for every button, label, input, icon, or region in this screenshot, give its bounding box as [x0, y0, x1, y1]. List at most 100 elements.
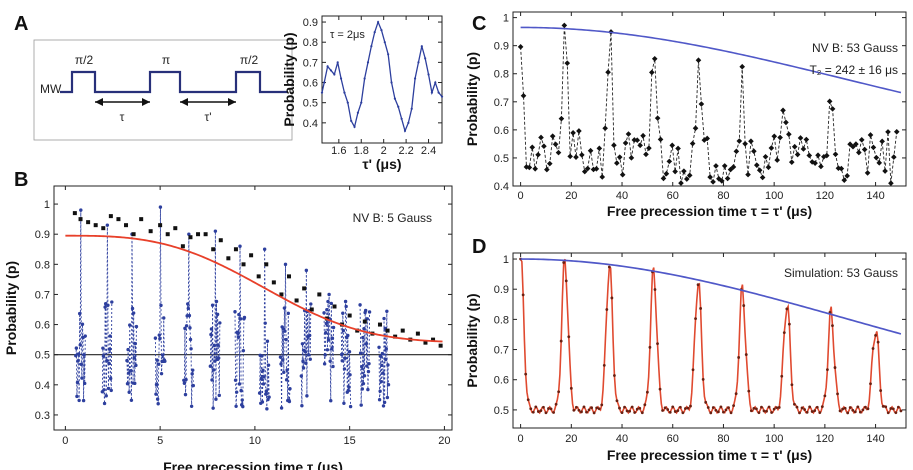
simulation-point — [843, 406, 847, 410]
simulation-point — [866, 407, 870, 411]
inset-annotation: τ = 2μs — [330, 29, 365, 41]
y-tick-label: 0.8 — [35, 259, 50, 271]
oscillation-point — [157, 333, 161, 337]
oscillation-point — [102, 401, 107, 406]
y-tick-label: 0.7 — [303, 57, 318, 69]
simulation-point — [648, 345, 652, 349]
simulation-point — [668, 410, 672, 414]
data-point — [838, 165, 845, 172]
oscillation-point — [133, 381, 137, 386]
y-tick-label: 0.5 — [494, 405, 509, 417]
oscillation-point — [384, 347, 388, 351]
data-point — [544, 166, 550, 173]
simulation-point — [567, 335, 571, 339]
envelope-point — [101, 226, 106, 231]
oscillation-point — [240, 398, 244, 402]
oscillation-point — [238, 244, 242, 248]
oscillation-point — [380, 363, 384, 368]
envelope-curve — [520, 258, 902, 335]
data-point — [864, 170, 871, 176]
oscillation-point — [78, 343, 82, 347]
envelope-point — [93, 223, 98, 228]
simulation-point — [656, 342, 659, 346]
data-point — [727, 166, 734, 173]
oscillation-point — [358, 351, 363, 355]
oscillation-point — [262, 247, 267, 251]
oscillation-point — [265, 407, 269, 411]
oscillation-point — [159, 371, 164, 376]
oscillation-point — [239, 388, 243, 393]
oscillation-point — [101, 346, 105, 350]
simulation-point — [574, 405, 578, 409]
oscillation-point — [217, 356, 221, 360]
simulation-point — [823, 394, 827, 398]
envelope-point — [294, 298, 299, 303]
simulation-point — [724, 408, 728, 412]
pulse-label-1: π/2 — [75, 53, 94, 67]
oscillation-point — [217, 393, 221, 398]
envelope-point — [317, 292, 322, 297]
simulation-point — [757, 411, 761, 415]
simulation-point — [841, 407, 845, 411]
simulation-point — [699, 307, 703, 310]
oscillation-point — [359, 403, 363, 407]
oscillation-point — [326, 299, 330, 304]
data-point — [695, 57, 702, 64]
oscillation-point — [127, 390, 131, 394]
simulation-point — [856, 405, 860, 409]
simulation-point — [645, 390, 649, 394]
data-point — [686, 172, 693, 179]
inset-point — [397, 105, 400, 108]
panel-letter-d: D — [472, 236, 486, 258]
oscillation-burst — [280, 264, 291, 409]
data-point — [532, 165, 538, 172]
oscillation-point — [361, 335, 365, 340]
panel-b-annotation: NV B: 5 Gauss — [353, 211, 432, 225]
data-point — [602, 125, 608, 132]
data-point — [748, 138, 754, 145]
oscillation-point — [304, 361, 308, 365]
simulation-point — [831, 324, 834, 328]
oscillation-point — [326, 338, 331, 342]
inset-point — [400, 117, 403, 120]
data-point — [520, 92, 527, 99]
oscillation-point — [75, 380, 80, 385]
data-point — [599, 174, 606, 180]
oscillation-point — [385, 395, 390, 400]
mw-channel-label: MW — [40, 82, 62, 96]
data-point — [777, 134, 783, 141]
data-point — [786, 131, 792, 138]
oscillation-point — [183, 392, 188, 397]
oscillation-point — [343, 299, 348, 304]
oscillation-point — [153, 336, 158, 340]
oscillation-point — [216, 343, 220, 347]
envelope-point — [431, 337, 436, 342]
simulation-point — [861, 408, 865, 412]
data-point — [783, 119, 789, 126]
simulation-point — [694, 317, 697, 321]
y-tick-label: 0.4 — [303, 118, 318, 130]
y-axis-label: Probability (p) — [464, 52, 480, 146]
oscillation-point — [327, 292, 331, 297]
simulation-point — [676, 409, 680, 412]
oscillation-point — [328, 359, 332, 363]
data-point — [579, 152, 585, 158]
simulation-point — [640, 411, 644, 415]
inset-point — [403, 129, 407, 133]
oscillation-point — [360, 387, 365, 391]
envelope-point — [302, 286, 307, 291]
tau-arrow — [95, 98, 150, 106]
simulation-point — [607, 265, 611, 269]
simulation-point — [552, 411, 555, 414]
oscillation-point — [340, 359, 344, 363]
data-point — [669, 142, 676, 149]
data-point — [893, 128, 900, 135]
data-point — [762, 153, 769, 160]
inset-point — [413, 77, 417, 80]
oscillation-point — [362, 374, 367, 378]
data-point — [888, 180, 894, 186]
oscillation-point — [187, 232, 191, 236]
data-point — [590, 166, 597, 173]
oscillation-point — [214, 397, 218, 401]
data-point — [724, 175, 731, 182]
